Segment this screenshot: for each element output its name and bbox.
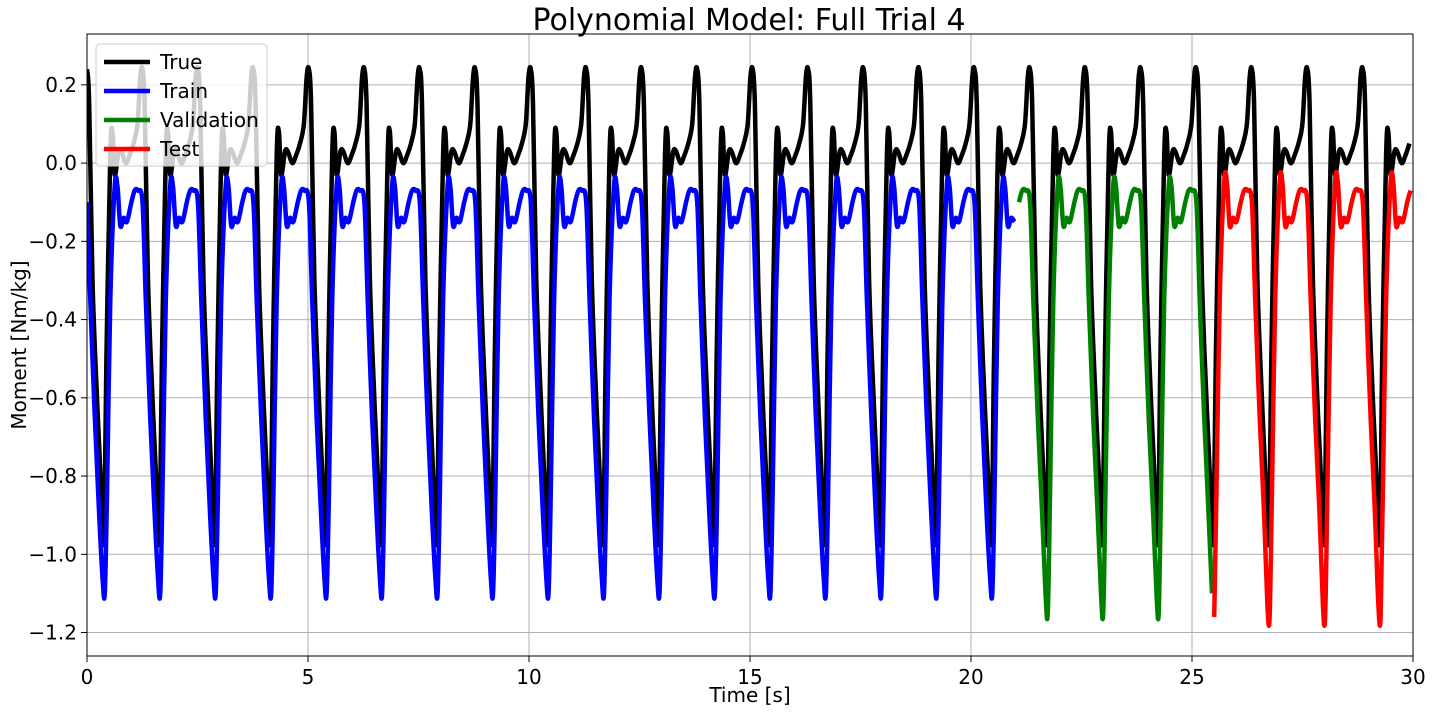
legend-box	[95, 43, 268, 167]
legend-label-validation: Validation	[160, 108, 259, 132]
chart-title: Polynomial Model: Full Trial 4	[532, 3, 965, 38]
y-tick-label: 0.2	[45, 73, 77, 97]
y-tick-label: −0.2	[28, 229, 77, 253]
y-tick-label: −0.8	[28, 464, 77, 488]
x-tick-label: 5	[302, 665, 315, 689]
series-line-validation	[1016, 174, 1215, 622]
x-tick-label: 20	[958, 665, 983, 689]
x-tick-label: 0	[81, 665, 94, 689]
y-tick-label: 0.0	[45, 151, 77, 175]
legend-label-train: Train	[159, 79, 208, 103]
legend-label-true: True	[159, 50, 202, 74]
y-tick-label: −0.6	[28, 386, 77, 410]
x-tick-label: 15	[737, 665, 762, 689]
legend-label-test: Test	[159, 137, 200, 161]
x-tick-label: 25	[1179, 665, 1204, 689]
x-axis-label: Time [s]	[708, 683, 790, 707]
series-line-test	[1211, 169, 1413, 628]
y-axis-ticks: 0.2 0.0 −0.2 −0.4 −0.6 −0.8 −1.0 −1.2	[28, 73, 87, 645]
series-line-true	[87, 64, 1412, 548]
y-axis-label: Moment [Nm/kg]	[7, 260, 31, 429]
x-tick-label: 30	[1400, 665, 1425, 689]
x-tick-label: 10	[516, 665, 541, 689]
x-axis-ticks: 0 5 10 15 20 25 30	[81, 656, 1426, 689]
y-tick-label: −1.0	[28, 542, 77, 566]
series-line-train	[87, 174, 1017, 601]
series-lines	[87, 64, 1413, 628]
legend: True Train Validation Test	[95, 43, 268, 167]
y-tick-label: −0.4	[28, 308, 77, 332]
y-tick-label: −1.2	[28, 621, 77, 645]
